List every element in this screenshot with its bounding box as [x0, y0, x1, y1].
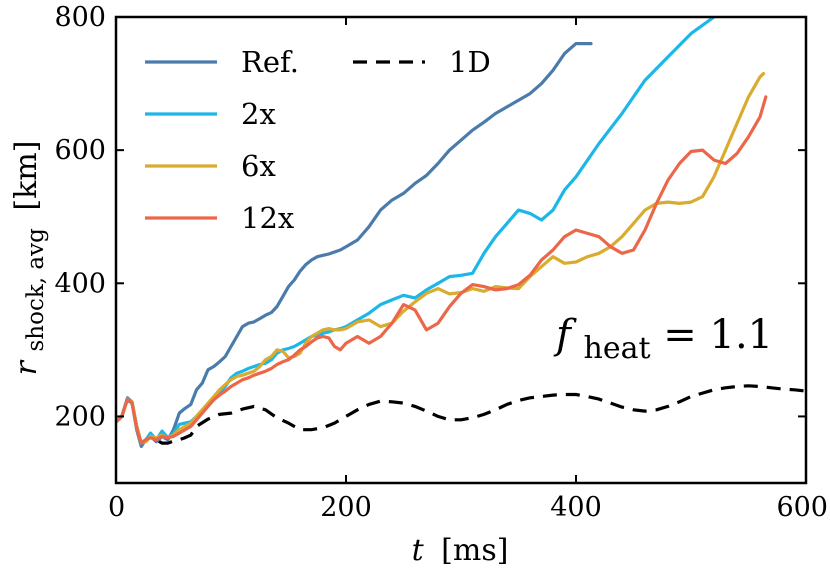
x-tick-label: 0 [108, 492, 125, 523]
y-tick-label: 800 [54, 2, 106, 33]
x-axis-label: t [ms] [412, 533, 509, 568]
y-tick-label: 200 [54, 401, 106, 432]
legend-label: Ref. [241, 45, 299, 79]
y-tick-label: 600 [54, 135, 106, 166]
series-line-1d [116, 384, 806, 445]
plot-lines [116, 17, 806, 448]
plot-frame [114, 15, 808, 485]
series-line-6x [116, 71, 766, 445]
legend-label: 12x [241, 201, 294, 235]
x-tick-label: 400 [550, 492, 602, 523]
legend-label: 1D [449, 45, 491, 79]
series-line-ref [116, 41, 593, 448]
x-tick-label: 600 [776, 492, 828, 523]
legend-label: 6x [241, 149, 276, 183]
axis-ticks: 0 200 400 600 200 400 600 800 [54, 2, 828, 523]
series-line-12x [116, 95, 768, 445]
fheat-annotation: f heat = 1.1 [553, 312, 773, 368]
y-axis-label: r shock, avg [km] [9, 141, 51, 376]
series-line-2x [116, 17, 716, 445]
legend: Ref. 2x 6x 12x 1D [145, 45, 491, 235]
legend-label: 2x [241, 97, 276, 131]
y-tick-label: 400 [54, 268, 106, 299]
x-tick-label: 200 [320, 492, 372, 523]
